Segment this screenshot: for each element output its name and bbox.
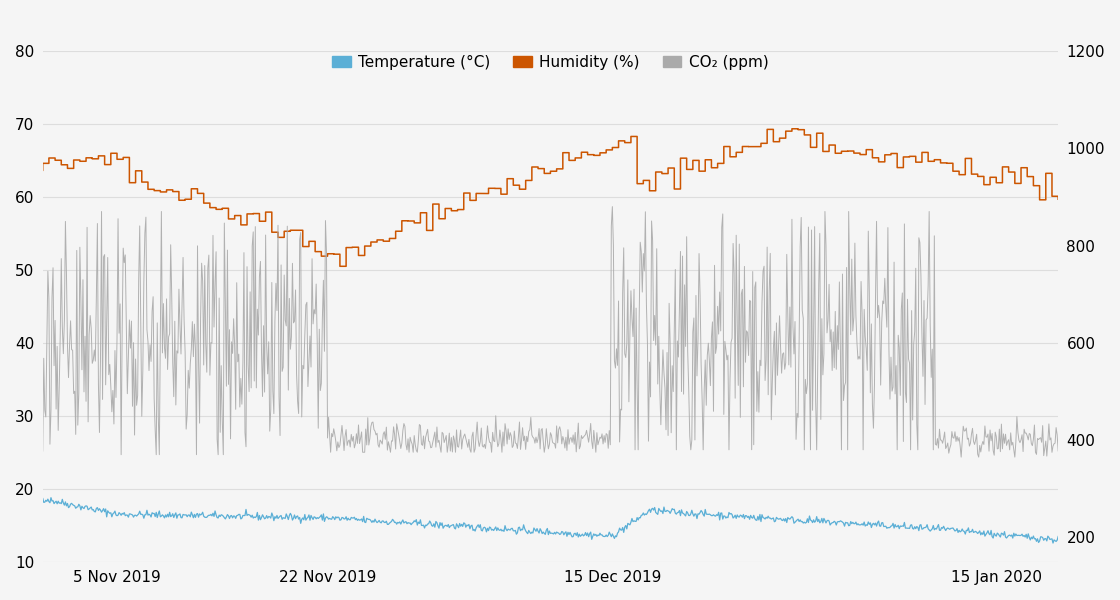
Legend: Temperature (°C), Humidity (%), CO₂ (ppm): Temperature (°C), Humidity (%), CO₂ (ppm… [326, 49, 775, 76]
